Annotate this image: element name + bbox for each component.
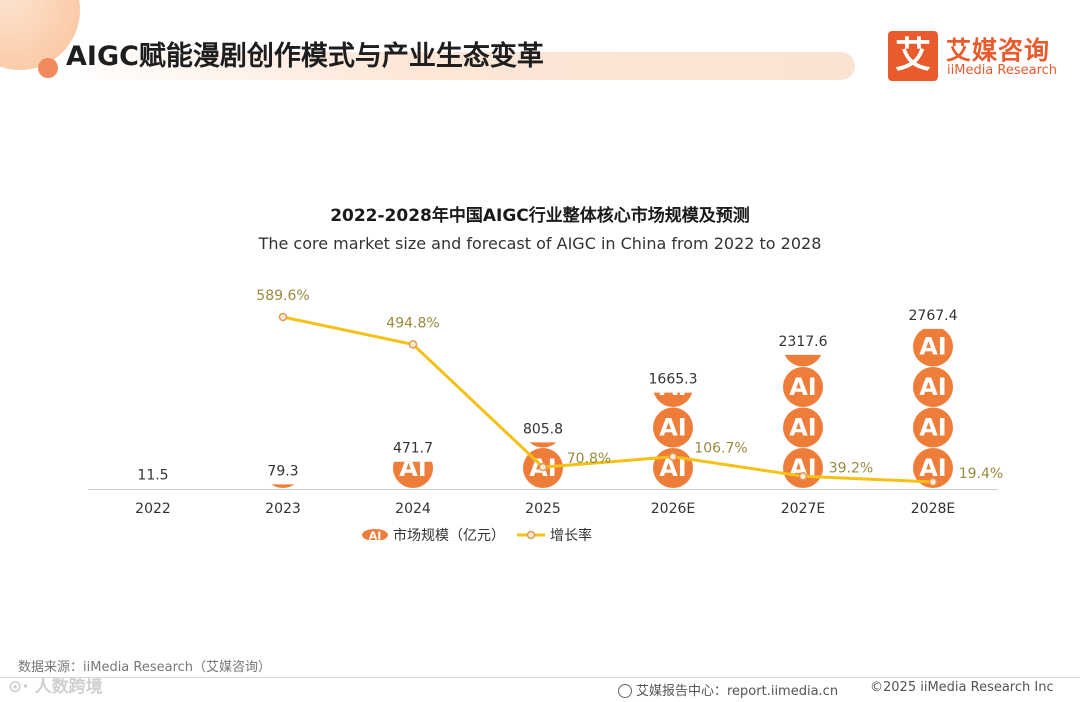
growth-rate-label: 19.4% (959, 466, 1003, 482)
data-source: 数据来源：iiMedia Research（艾媒咨询） (18, 660, 272, 675)
x-tick-label: 2024 (395, 501, 431, 517)
report-center-link[interactable]: 艾媒报告中心：report.iimedia.cn (618, 680, 838, 699)
svg-text:AI: AI (789, 333, 817, 361)
legend-bar-icon: AI (362, 529, 388, 543)
x-tick-label: 2027E (781, 501, 825, 517)
logo-mark-icon: 艾 (888, 31, 938, 81)
report-center-text: 艾媒报告中心：report.iimedia.cn (636, 684, 839, 699)
legend-label-market-size: 市场规模（亿元） (393, 527, 505, 544)
growth-rate-line (282, 315, 934, 484)
bar-value-label: 11.5 (137, 467, 168, 483)
svg-text:AI: AI (529, 373, 557, 401)
svg-text:AI: AI (399, 454, 427, 482)
watermark: ⊙· 人数跨境 (8, 677, 103, 697)
bar-value-label: 2767.4 (909, 308, 958, 324)
x-tick-label: 2028E (911, 501, 955, 517)
page-title: AIGC赋能漫剧创作模式与产业生态变革 (66, 41, 544, 72)
footer-divider (0, 677, 1080, 678)
growth-rate-point (538, 462, 548, 472)
growth-rate-label: 589.6% (256, 288, 309, 304)
svg-text:AI: AI (369, 530, 382, 543)
bar-value-label: 805.8 (523, 421, 563, 437)
x-tick-label: 2025 (525, 501, 561, 517)
growth-rate-label: 106.7% (694, 441, 747, 457)
svg-text:AI: AI (659, 373, 687, 401)
legend-label-growth-rate: 增长率 (550, 527, 592, 544)
bar-value-label: 471.7 (393, 441, 433, 457)
growth-rate-point (408, 340, 418, 349)
svg-text:AI: AI (139, 414, 167, 442)
x-tick-label: 2022 (135, 501, 171, 517)
svg-text:AI: AI (919, 373, 947, 401)
bar-2024: AI AI (393, 414, 433, 488)
legend: AI 市场规模（亿元） 增长率 (362, 527, 592, 544)
copyright: ©2025 iiMedia Research Inc (870, 680, 1054, 695)
x-tick-label: 2026E (651, 501, 695, 517)
svg-text:AI: AI (659, 333, 687, 361)
bar-value-label: 2317.6 (779, 334, 828, 350)
svg-text:AI: AI (659, 414, 687, 442)
svg-text:AI: AI (789, 414, 817, 442)
svg-text:AI: AI (789, 373, 817, 401)
growth-rate-point (928, 477, 938, 487)
growth-rate-point (278, 312, 288, 322)
growth-rate-point (668, 452, 678, 461)
svg-text:AI: AI (919, 414, 947, 442)
bar-value-label: 79.3 (267, 463, 298, 479)
growth-rate-point (798, 472, 808, 481)
svg-text:AI: AI (789, 292, 817, 320)
bar-value-label: 1665.3 (649, 372, 698, 388)
globe-icon (618, 684, 632, 698)
chart-title: 2022-2028年中国AIGC行业整体核心市场规模及预测 (330, 206, 750, 226)
svg-text:AI: AI (919, 333, 947, 361)
growth-rate-label: 494.8% (386, 315, 439, 331)
growth-rate-label: 39.2% (829, 460, 873, 476)
chart-subtitle: The core market size and forecast of AIG… (258, 234, 822, 253)
title-highlight-bar (60, 52, 855, 80)
x-tick-label: 2023 (265, 501, 301, 517)
svg-text:AI: AI (919, 454, 947, 482)
logo-english-name: iiMedia Research (947, 63, 1058, 78)
growth-rate-label: 70.8% (567, 451, 611, 467)
svg-text:AI: AI (399, 414, 427, 442)
brand-logo: 艾 艾媒咨询 iiMedia Research (888, 31, 1068, 83)
svg-text:AI: AI (269, 414, 297, 442)
logo-chinese-name: 艾媒咨询 (946, 36, 1051, 65)
decorative-dot (38, 58, 58, 78)
